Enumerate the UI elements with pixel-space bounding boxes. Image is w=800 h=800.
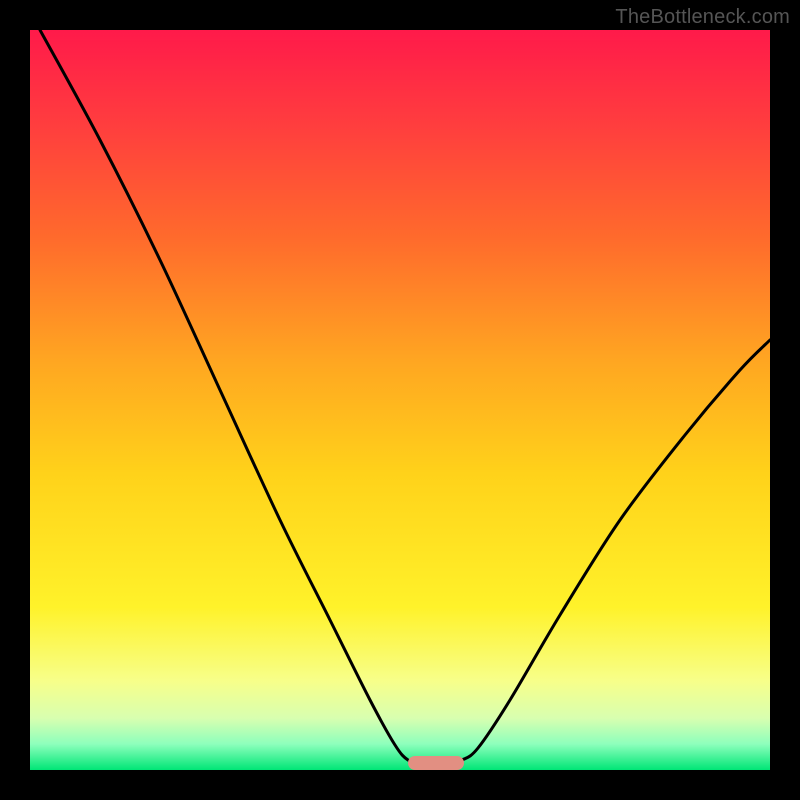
watermark-text: TheBottleneck.com — [615, 6, 790, 29]
plot-background — [30, 30, 770, 770]
flat-zone-marker — [408, 756, 464, 770]
bottleneck-chart-svg — [0, 0, 800, 800]
chart-canvas: TheBottleneck.com — [0, 0, 800, 800]
